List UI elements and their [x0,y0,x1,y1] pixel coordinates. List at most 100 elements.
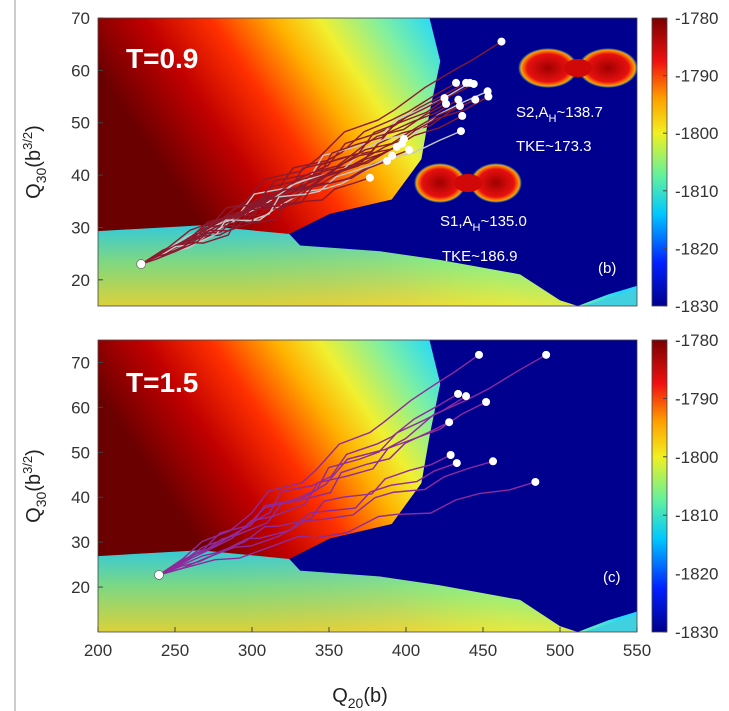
fragment-shape [414,163,466,203]
x-tick-label: 200 [84,641,112,660]
trajectory [158,393,459,576]
fragment-tke: TKE~173.3 [516,138,591,155]
colorbar-tick-label: -1790 [675,67,718,86]
y-tick-label: 40 [71,488,90,507]
trajectory [158,401,487,576]
end-point [497,37,506,46]
plot-frame [97,339,638,633]
y-tick-label: 20 [71,271,90,290]
x-tick-label: 400 [392,641,420,660]
colorbar-tick-label: -1780 [675,9,718,28]
panels: 20 30 40 50 60 70 -1830 -1820 -1810 -1800 -1790 -17… [71,9,718,660]
x-tick-label: 550 [623,641,651,660]
y-axis-label: Q30(b3/2) [20,125,49,199]
x-tick-label: 250 [161,641,189,660]
corner [583,288,637,306]
end-point [446,451,455,460]
end-point [383,156,392,165]
x-tick-label: 500 [546,641,574,660]
y-tick-label: 60 [71,61,90,80]
x-tick-label: 450 [469,641,497,660]
y-tick-label: 60 [71,398,90,417]
trajectory [140,115,463,265]
end-point [405,145,414,154]
trajectory [140,160,388,265]
end-point [452,78,461,87]
end-point [482,397,491,406]
fragment-neck [454,174,482,192]
fragment-label: S1,AH~135.0 [440,213,527,234]
fragment-shape [578,48,638,88]
x-tick-label: 350 [315,641,343,660]
colorbar-tick-label: -1820 [675,239,718,258]
end-point [445,418,454,427]
end-point [365,173,374,182]
colorbar-tick-label: -1820 [675,565,718,584]
plot-frame [97,17,638,307]
trajectory [158,481,536,576]
end-point [531,477,540,486]
start-point [136,259,146,269]
colorbar-tick-label: -1780 [675,331,718,350]
fragment-shape [470,163,522,203]
colorbar-tick-label: -1810 [675,506,718,525]
end-point [454,389,463,398]
trajectory [140,155,393,265]
end-point [489,457,498,466]
x-axis-label: Q20(b) [332,685,388,711]
trajectory [140,149,410,265]
trajectory [158,395,467,576]
fragment-shape [518,48,578,88]
trajectories [136,37,506,269]
colorbar-tick-label: -1800 [675,448,718,467]
low-band [98,225,578,306]
colorbar-tick-label: -1830 [675,623,718,642]
y-tick-label: 30 [71,218,90,237]
low-band [98,550,578,632]
end-point [462,392,471,401]
fission-region [289,18,637,306]
end-point [455,101,464,110]
y-tick-label: 70 [71,353,90,372]
end-point [452,459,461,468]
end-point [388,151,397,160]
trajectory [158,421,450,576]
fragment-shapes [414,48,638,203]
y-tick-label: 30 [71,533,90,552]
y-tick-label: 40 [71,166,90,185]
trajectory [158,354,480,576]
fragment-label: S2,AH~138.7 [516,104,603,125]
temperature: T=0.9 [126,43,198,74]
y-axis-label: Q30(b3/2) [20,449,49,523]
end-point [469,79,478,88]
panel: 20 30 40 50 60 70 200 250 300 350 400 450 500 550 -183… [71,331,718,660]
colorbar-tick-label: -1830 [675,297,718,316]
trajectory [140,177,371,265]
end-point [456,127,465,136]
end-point [442,99,451,108]
colorbar-tick-label: -1800 [675,124,718,143]
end-point [454,95,463,104]
trajectory [158,460,494,576]
fragment-tke: TKE~186.9 [442,248,517,265]
corner [583,614,637,632]
end-point [471,95,480,104]
end-point [474,350,483,359]
panel-label: (b) [598,260,616,277]
trajectory [158,354,547,576]
y-tick-label: 70 [71,9,90,28]
fission-region [289,340,637,632]
temperature: T=1.5 [126,367,198,398]
y-tick-label: 20 [71,578,90,597]
start-point [154,570,164,580]
trajectory [140,105,461,265]
trajectory [158,454,451,576]
labels: T=0.9 (b) S2,AH~138.7 TKE~173.3 S1,AH~13… [20,43,621,711]
trajectory [140,138,405,265]
end-point [542,350,551,359]
colorbar [651,17,668,307]
end-point [392,142,401,151]
fragment-neck [564,59,592,77]
colorbar-tick-label: -1810 [675,182,718,201]
